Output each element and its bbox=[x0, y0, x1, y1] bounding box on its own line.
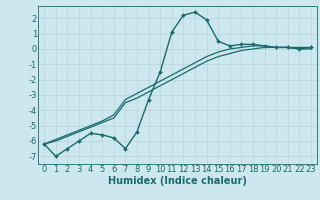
X-axis label: Humidex (Indice chaleur): Humidex (Indice chaleur) bbox=[108, 176, 247, 186]
